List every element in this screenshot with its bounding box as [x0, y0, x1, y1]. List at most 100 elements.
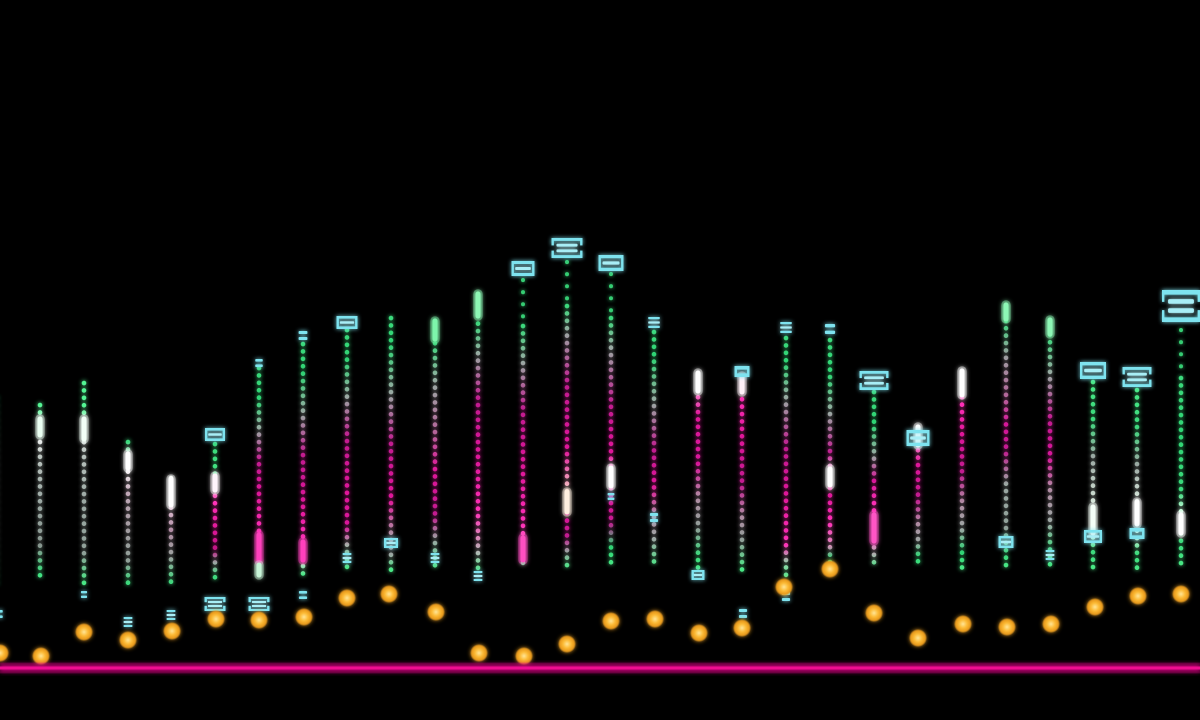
marker-bar: [602, 261, 620, 265]
glow-orb-icon: [250, 611, 268, 629]
peak-marker-icon: [1080, 362, 1106, 379]
marker-bracket-cap: [691, 574, 694, 580]
peak-marker-icon: [473, 571, 483, 581]
glow-orb-icon: [821, 560, 839, 578]
marker-bar: [693, 574, 703, 576]
baseline-layer: [0, 662, 1200, 674]
glow-orb-icon: [119, 631, 137, 649]
marker-bracket-cap: [355, 322, 358, 329]
marker-bar: [298, 596, 308, 599]
marker-bracket-cap: [927, 430, 930, 439]
marker-bracket-cap: [205, 434, 208, 441]
marker-bar: [205, 438, 225, 441]
marker-bar: [1045, 558, 1055, 560]
marker-bar: [1122, 367, 1152, 370]
marker-bracket-cap: [1149, 379, 1152, 387]
marker-bracket-cap: [886, 382, 889, 390]
peak-marker-icon: [648, 317, 660, 328]
marker-bracket-cap: [747, 367, 750, 377]
peak-marker-icon: [1084, 530, 1102, 543]
marker-bar: [80, 591, 88, 594]
marker-bracket-cap: [355, 316, 358, 323]
marker-bracket-cap: [1162, 290, 1165, 302]
baseline-line: [0, 666, 1200, 670]
glow-orb-icon: [75, 623, 93, 641]
marker-bracket-cap: [906, 437, 909, 446]
glow-orb-icon: [1042, 615, 1060, 633]
marker-bar: [511, 273, 535, 276]
peak-marker-icon: [1129, 528, 1145, 539]
marker-bar: [734, 366, 750, 370]
peak-marker-icon: [123, 617, 133, 627]
marker-bar: [551, 238, 583, 241]
glow-orb-icon: [775, 578, 793, 596]
marker-bar: [649, 513, 659, 516]
marker-bracket-cap: [580, 250, 583, 258]
marker-bar: [738, 609, 748, 612]
marker-bar: [430, 561, 440, 563]
marker-bar: [1084, 368, 1102, 373]
marker-bar: [906, 442, 930, 446]
marker-bar: [255, 364, 263, 367]
marker-bar: [123, 625, 133, 627]
peak-marker-icon: [384, 538, 398, 548]
marker-bar: [1086, 535, 1100, 538]
marker-bracket-cap: [204, 597, 207, 603]
glow-orb-icon: [338, 589, 356, 607]
glow-orb-icon: [909, 629, 927, 647]
marker-bar: [298, 331, 308, 334]
glow-orb-icon: [380, 585, 398, 603]
marker-bar: [80, 595, 88, 598]
marker-bar: [1084, 530, 1102, 533]
marker-bar: [648, 325, 660, 328]
peak-markers-layer: [0, 238, 1200, 627]
marker-bracket-cap: [927, 437, 930, 446]
peak-marker-icon: [1045, 550, 1055, 560]
marker-bar: [384, 546, 398, 548]
glow-orb-icon: [295, 608, 313, 626]
marker-bracket-cap: [336, 316, 339, 323]
marker-bracket-cap: [1129, 529, 1132, 539]
marker-bracket-cap: [532, 268, 535, 276]
marker-bar: [1162, 290, 1200, 295]
marker-bracket-cap: [204, 605, 207, 611]
marker-bracket-cap: [1103, 370, 1106, 379]
marker-bar: [551, 255, 583, 258]
glow-orb-icon: [470, 644, 488, 662]
marker-bar: [598, 255, 624, 259]
marker-bar: [204, 609, 226, 611]
glow-orb-icon: [1172, 585, 1190, 603]
marker-bracket-cap: [859, 382, 862, 390]
peak-marker-icon: [607, 493, 615, 500]
marker-bar: [0, 615, 3, 618]
marker-bracket-cap: [511, 268, 514, 276]
marker-bracket-cap: [1149, 367, 1152, 375]
peak-marker-icon: [205, 428, 225, 441]
peak-marker-icon: [906, 430, 930, 446]
marker-bar: [207, 605, 223, 607]
marker-bar: [1080, 362, 1106, 366]
glow-orb-icon: [865, 604, 883, 622]
marker-bracket-cap: [1011, 536, 1014, 543]
glow-orb-icon: [1086, 598, 1104, 616]
marker-bracket-cap: [1122, 379, 1125, 387]
marker-bracket-cap: [1197, 310, 1200, 322]
marker-bar: [1168, 299, 1194, 304]
glow-orb-icon: [1129, 587, 1147, 605]
marker-bar: [824, 324, 836, 328]
marker-bracket-cap: [1099, 536, 1102, 543]
marker-bar: [906, 430, 930, 434]
peak-marker-icon: [342, 553, 352, 563]
glow-orb-icon: [515, 647, 533, 665]
marker-bar: [248, 609, 270, 611]
marker-bar: [0, 610, 3, 613]
marker-bar: [166, 614, 176, 616]
marker-bracket-cap: [598, 262, 601, 271]
marker-bracket-cap: [384, 542, 387, 548]
marker-bracket-cap: [998, 536, 1001, 543]
peak-marker-icon: [824, 324, 836, 334]
peak-marker-icon: [204, 597, 226, 611]
glow-orb-icon: [646, 610, 664, 628]
marker-bracket-cap: [859, 371, 862, 379]
